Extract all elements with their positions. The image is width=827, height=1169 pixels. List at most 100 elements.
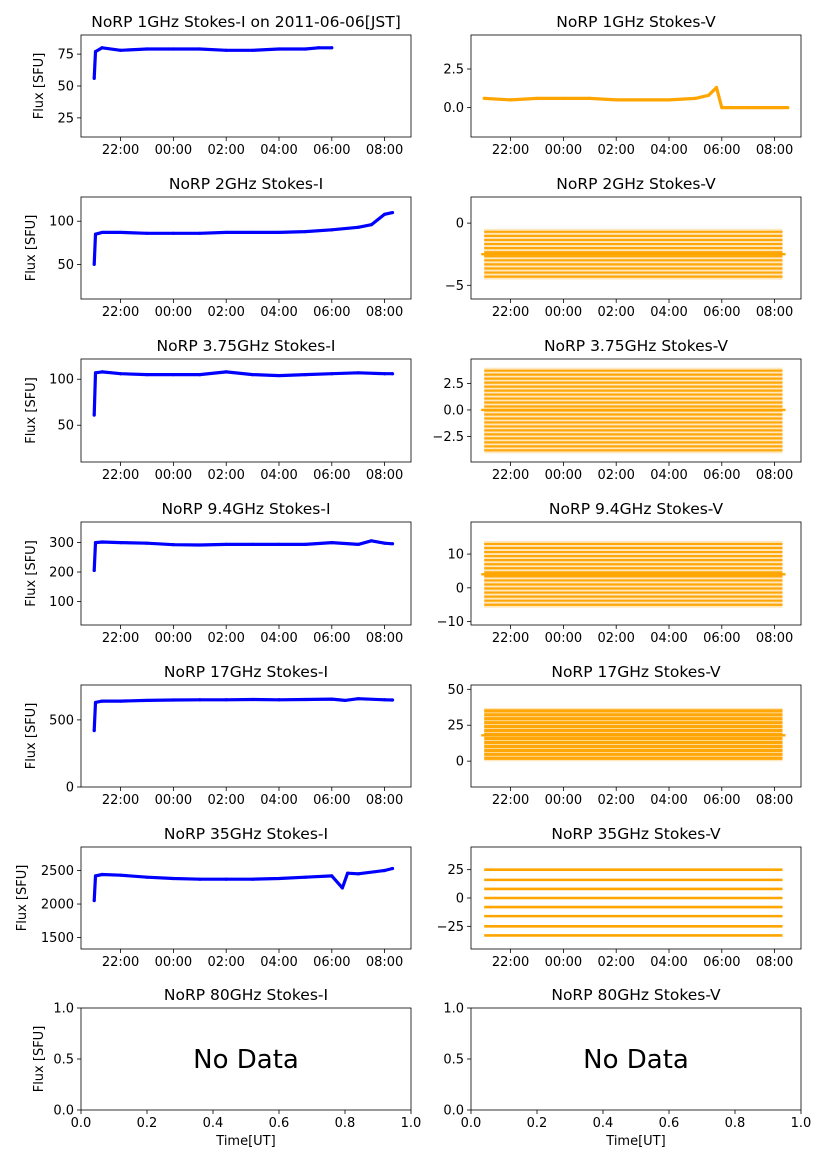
data-point bbox=[93, 700, 98, 705]
x-tick-label: 04:00 bbox=[650, 955, 687, 970]
x-tick-label: 22:00 bbox=[102, 955, 139, 970]
data-point bbox=[119, 48, 123, 52]
data-point bbox=[641, 98, 645, 102]
y-tick-label: 25 bbox=[57, 111, 74, 126]
data-point bbox=[119, 873, 123, 877]
data-point bbox=[100, 872, 104, 877]
y-tick-label: 2.5 bbox=[443, 63, 464, 78]
x-tick-label: 06:00 bbox=[313, 793, 350, 808]
y-tick-label: −2.5 bbox=[432, 430, 464, 445]
x-tick-label: 22:00 bbox=[102, 305, 139, 320]
data-point bbox=[746, 106, 750, 110]
data-point bbox=[277, 47, 281, 51]
x-tick-label: 22:00 bbox=[492, 793, 529, 808]
axes-frame bbox=[470, 684, 802, 788]
chart-title: NoRP 17GHz Stokes-V bbox=[551, 663, 721, 681]
plot-area bbox=[481, 367, 786, 454]
y-tick-label: 2000 bbox=[41, 898, 74, 913]
plot-area bbox=[481, 228, 786, 280]
data-point bbox=[303, 373, 307, 377]
data-point bbox=[330, 697, 334, 701]
x-tick-label: 08:00 bbox=[756, 305, 793, 320]
x-tick-label: 00:00 bbox=[155, 793, 192, 808]
x-tick-label: 00:00 bbox=[155, 468, 192, 483]
data-point bbox=[330, 46, 334, 50]
data-point bbox=[224, 698, 228, 702]
x-tick-label: 22:00 bbox=[492, 305, 529, 320]
x-tick-label: 00:00 bbox=[545, 793, 582, 808]
no-data-label: No Data bbox=[583, 1045, 689, 1075]
x-tick-label: 0.8 bbox=[335, 1116, 356, 1131]
plot-area bbox=[92, 370, 395, 417]
y-tick-label: 25 bbox=[447, 719, 464, 734]
data-point bbox=[198, 698, 202, 702]
y-tick-label: 0 bbox=[456, 892, 464, 907]
x-tick-label: 00:00 bbox=[545, 468, 582, 483]
data-point bbox=[251, 48, 255, 52]
data-point bbox=[343, 698, 347, 703]
chart-panel-7: 22:00 00:00 02:00 04:00 06:00 08:00 100 200 300 N… bbox=[24, 500, 412, 646]
data-point bbox=[707, 93, 711, 97]
x-tick-label: 0.2 bbox=[137, 1116, 158, 1131]
data-point bbox=[224, 230, 228, 235]
y-axis-label: Flux [SFU] bbox=[24, 215, 39, 282]
x-tick-label: 08:00 bbox=[756, 793, 793, 808]
chart-title: NoRP 80GHz Stokes-I bbox=[164, 986, 328, 1004]
chart-panel-9: 22:00 00:00 02:00 04:00 06:00 08:00 0 500 NoRP 1… bbox=[24, 663, 412, 808]
y-tick-label: 50 bbox=[447, 683, 464, 698]
y-tick-label: 50 bbox=[57, 419, 74, 434]
data-point bbox=[714, 85, 719, 90]
x-tick-label: 06:00 bbox=[703, 305, 740, 320]
x-tick-label: 00:00 bbox=[155, 143, 192, 158]
x-tick-label: 0.4 bbox=[593, 1116, 614, 1131]
x-tick-label: 06:00 bbox=[703, 143, 740, 158]
chart-panel-6: 22:00 00:00 02:00 04:00 06:00 08:00 −2.5 0.0 2.5… bbox=[432, 337, 802, 483]
plot-area bbox=[481, 540, 786, 608]
data-point bbox=[224, 542, 228, 546]
data-point bbox=[198, 47, 202, 51]
y-axis-label: Flux [SFU] bbox=[24, 703, 39, 770]
data-point bbox=[356, 697, 360, 701]
x-tick-label: 08:00 bbox=[366, 793, 403, 808]
data-point bbox=[93, 232, 98, 236]
y-axis-label: Flux [SFU] bbox=[32, 1026, 47, 1093]
no-data-label: No Data bbox=[193, 1045, 299, 1075]
data-point bbox=[119, 699, 123, 703]
plot-area bbox=[482, 85, 790, 110]
data-point bbox=[303, 47, 307, 51]
data-point bbox=[277, 876, 281, 881]
y-tick-label: 25 bbox=[447, 863, 464, 878]
data-point bbox=[369, 539, 373, 543]
data-point bbox=[251, 230, 255, 235]
data-point bbox=[224, 877, 228, 881]
x-tick-label: 00:00 bbox=[155, 305, 192, 320]
plot-area bbox=[92, 697, 395, 733]
x-tick-label: 02:00 bbox=[207, 631, 244, 646]
x-tick-label: 1.0 bbox=[401, 1116, 422, 1131]
x-axis-label: Time[UT] bbox=[215, 1134, 275, 1149]
x-tick-label: 04:00 bbox=[260, 468, 297, 483]
chart-title: NoRP 35GHz Stokes-I bbox=[164, 825, 328, 843]
chart-panel-11: 22:00 00:00 02:00 04:00 06:00 08:00 1500 2000 25… bbox=[15, 825, 412, 970]
chart-title: NoRP 1GHz Stokes-V bbox=[556, 13, 716, 31]
chart-title: NoRP 80GHz Stokes-V bbox=[551, 986, 721, 1004]
data-point bbox=[383, 868, 387, 873]
y-axis-label: Flux [SFU] bbox=[15, 865, 30, 932]
data-point bbox=[93, 874, 98, 878]
data-point bbox=[303, 875, 307, 879]
data-point bbox=[330, 228, 334, 232]
data-point bbox=[330, 541, 334, 545]
x-tick-label: 08:00 bbox=[756, 468, 793, 483]
data-point bbox=[171, 543, 175, 547]
data-point bbox=[303, 542, 307, 546]
x-tick-label: 00:00 bbox=[155, 955, 192, 970]
data-point bbox=[198, 373, 202, 377]
data-point bbox=[356, 371, 360, 375]
x-tick-label: 0.0 bbox=[461, 1116, 482, 1131]
data-point bbox=[356, 225, 360, 229]
axes-frame bbox=[80, 196, 412, 300]
axes-frame bbox=[80, 684, 412, 788]
data-point bbox=[145, 231, 149, 235]
plot-area bbox=[92, 210, 395, 267]
